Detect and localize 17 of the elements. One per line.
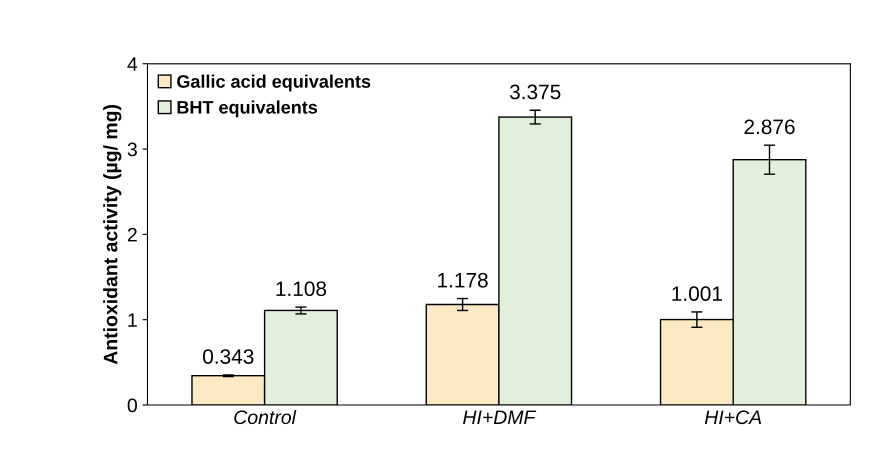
y-tick-label: 3 <box>128 142 137 156</box>
data-label: 3.375 <box>510 84 560 100</box>
x-tick-label: Control <box>234 410 296 424</box>
y-tick-label: 4 <box>127 57 138 71</box>
x-tick-label: HI+DMF <box>463 410 536 424</box>
data-label: 1.108 <box>276 281 326 296</box>
data-label: 1.178 <box>438 272 488 288</box>
y-tick-label: 0 <box>128 398 137 412</box>
data-label: 2.876 <box>744 119 795 134</box>
y-tick-label: 2 <box>128 228 137 242</box>
x-tick-label: HI+CA <box>704 410 762 424</box>
y-axis-title: Antioxidant activity (µg/ mg) <box>103 104 122 364</box>
y-tick-label: 1 <box>128 313 137 327</box>
legend-label: BHT equivalents <box>178 100 318 118</box>
data-label: 0.343 <box>203 349 254 364</box>
data-label: 1.001 <box>672 286 722 301</box>
legend-label: Gallic acid equivalents <box>177 74 370 92</box>
